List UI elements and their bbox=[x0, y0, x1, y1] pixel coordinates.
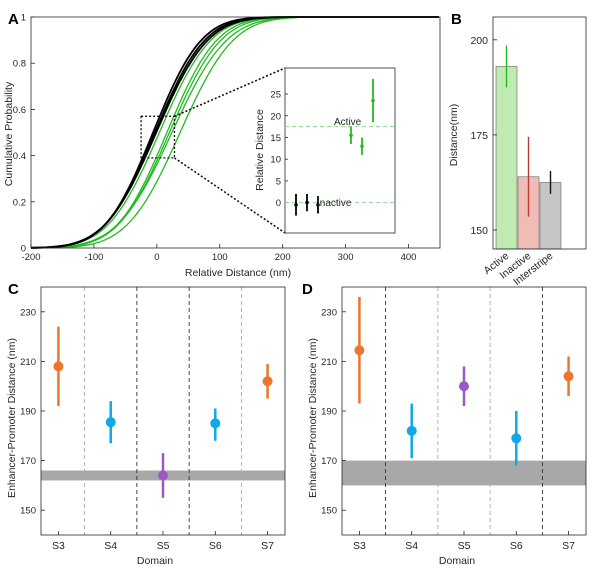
panel-a-ytick-label: 0.8 bbox=[13, 59, 26, 70]
panel-a-xtick-label: 200 bbox=[275, 252, 291, 263]
panel-d-ytick-label: 190 bbox=[321, 407, 337, 418]
inset-point bbox=[371, 98, 375, 103]
panel-d-ytick-label: 150 bbox=[321, 506, 337, 517]
inset-content: 0 5 10 15 20 25 bbox=[270, 78, 395, 216]
panel-b-ytick-label: 200 bbox=[470, 35, 488, 47]
panel-c-point bbox=[262, 376, 273, 387]
panel-c-xtick-label: S4 bbox=[104, 540, 117, 552]
panel-a-curves bbox=[30, 16, 439, 249]
panel-c-ytick-label: 230 bbox=[20, 307, 36, 318]
panel-letter-b: B bbox=[451, 11, 462, 28]
panel-c-ytick-label: 190 bbox=[20, 407, 36, 418]
panel-a-xtick-label: 100 bbox=[212, 252, 228, 263]
inset-label-active: Active bbox=[334, 117, 362, 128]
panel-d-frame bbox=[341, 286, 587, 536]
inset-ytick-label: 5 bbox=[276, 176, 281, 187]
panel-c-point bbox=[210, 418, 221, 429]
panel-d-point bbox=[354, 345, 365, 356]
panel-d-xtick-label: S6 bbox=[510, 540, 523, 552]
panel-d-ytick-label: 170 bbox=[321, 456, 337, 467]
panel-d-point bbox=[459, 381, 469, 392]
panel-b-ytick-label: 150 bbox=[470, 225, 488, 237]
panel-a-ytick-label: 1 bbox=[21, 13, 26, 24]
panel-d-point bbox=[563, 371, 574, 382]
panel-c: 150 170 190 210 230 S3 S4 S5 S6 S7 Domain Enhance… bbox=[6, 286, 286, 567]
inset-label-inactive: Inactive bbox=[317, 198, 352, 209]
zoom-connector-top bbox=[174, 67, 286, 118]
panel-c-ytick-label: 170 bbox=[20, 456, 36, 467]
inset-point bbox=[360, 144, 364, 148]
panel-a-xtick-label: 400 bbox=[401, 252, 417, 263]
panel-d-xtick-label: S7 bbox=[562, 540, 575, 552]
panel-a-ytick-label: 0.6 bbox=[13, 105, 26, 116]
panel-a-xlabel: Relative Distance (nm) bbox=[185, 267, 291, 279]
panel-letter-a: A bbox=[8, 11, 19, 28]
panel-letter-d: D bbox=[302, 281, 313, 298]
panel-c-ytick-label: 150 bbox=[20, 506, 36, 517]
panel-c-point bbox=[158, 470, 168, 481]
panel-d-xtick-label: S5 bbox=[458, 540, 471, 552]
inset-point bbox=[316, 202, 320, 207]
panel-a-ylabel: Cumulative Probability bbox=[3, 81, 15, 186]
inset-point bbox=[294, 202, 298, 207]
panel-letter-c: C bbox=[8, 281, 19, 298]
panel-d-point bbox=[511, 433, 522, 444]
panel-a-inset: 0 5 10 15 20 25 Relative Distance Active Inac… bbox=[254, 67, 396, 234]
panel-c-ylabel: Enhancer-Promoter Distance (nm) bbox=[6, 338, 18, 498]
panel-c-xlabel: Domain bbox=[137, 555, 173, 567]
zoom-box bbox=[140, 115, 176, 159]
panel-a-ytick-label: 0.4 bbox=[13, 151, 26, 162]
panel-a-xtick-label: -100 bbox=[84, 252, 103, 263]
panel-d-point bbox=[406, 425, 417, 436]
inset-ytick-label: 15 bbox=[270, 133, 281, 144]
inset-frame bbox=[284, 67, 396, 234]
panel-c-point bbox=[53, 361, 64, 372]
panel-a-ytick-label: 0 bbox=[21, 244, 26, 255]
panel-d-xtick-label: S4 bbox=[405, 540, 418, 552]
inset-point bbox=[305, 200, 309, 205]
panel-d-xtick-label: S3 bbox=[353, 540, 366, 552]
panel-c-xtick-label: S6 bbox=[209, 540, 222, 552]
panel-c-xtick-label: S5 bbox=[157, 540, 170, 552]
panel-a-xtick-label: -200 bbox=[21, 252, 40, 263]
panel-b-frame bbox=[492, 16, 587, 250]
panel-d-ylabel: Enhancer-Promoter Distance (nm) bbox=[307, 338, 319, 498]
bar-active bbox=[495, 66, 518, 250]
inset-ytick-label: 10 bbox=[270, 155, 281, 166]
panel-c-content: 150 170 190 210 230 S3 S4 S5 S6 S7 bbox=[20, 286, 286, 552]
panel-d-ytick-label: 230 bbox=[321, 307, 337, 318]
panel-d: 150 170 190 210 230 S3 S4 S5 S6 S7 Domain Enhance… bbox=[307, 286, 587, 567]
inset-ytick-label: 25 bbox=[270, 90, 281, 101]
panel-a-xtick-label: 300 bbox=[338, 252, 354, 263]
inset-ylabel: Relative Distance bbox=[254, 109, 266, 191]
panel-b-ylabel: Distance(nm) bbox=[448, 104, 460, 166]
zoom-connector-bottom bbox=[174, 157, 286, 234]
inset-ytick-label: 0 bbox=[276, 198, 281, 209]
panel-a-ytick-label: 0.2 bbox=[13, 197, 26, 208]
panel-d-baseline-band bbox=[342, 460, 586, 486]
inset-point bbox=[349, 133, 353, 138]
panel-c-point bbox=[105, 417, 116, 428]
panel-d-xlabel: Domain bbox=[439, 555, 475, 567]
inset-ytick-label: 20 bbox=[270, 111, 281, 122]
panel-d-content: 150 170 190 210 230 S3 S4 S5 S6 S7 bbox=[321, 286, 587, 552]
panel-a-xtick-label: 0 bbox=[154, 252, 159, 263]
panel-c-ytick-label: 210 bbox=[20, 357, 36, 368]
panel-a-frame bbox=[30, 16, 441, 249]
panel-b-ytick-label: 175 bbox=[470, 130, 488, 142]
panel-c-xtick-label: S7 bbox=[261, 540, 274, 552]
panel-c-xtick-label: S3 bbox=[52, 540, 65, 552]
panel-d-ytick-label: 210 bbox=[321, 357, 337, 368]
